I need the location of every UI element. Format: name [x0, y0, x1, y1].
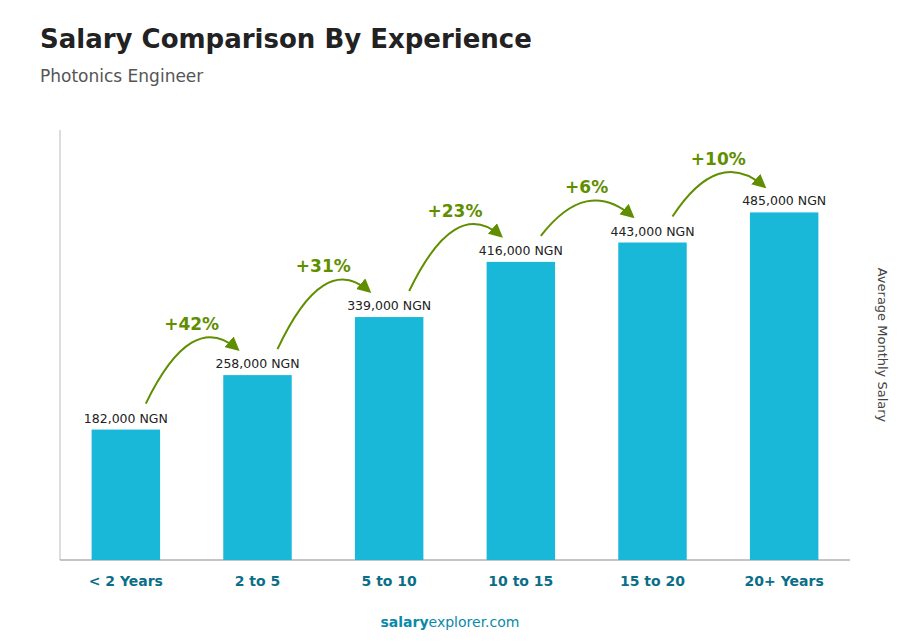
y-axis-line: [60, 130, 61, 560]
footer-part: salary: [381, 614, 429, 630]
change-arrow: [673, 172, 765, 217]
x-tick-label: 10 to 15: [488, 573, 553, 589]
subtitle: Photonics Engineer: [40, 66, 203, 86]
y-axis-label: Average Monthly Salary: [875, 268, 890, 423]
data-label: 182,000 NGN: [84, 411, 168, 426]
data-label: 416,000 NGN: [479, 243, 563, 258]
title: Salary Comparison By Experience: [40, 24, 532, 54]
data-label: 339,000 NGN: [347, 298, 431, 313]
data-label: 443,000 NGN: [610, 224, 694, 239]
bar: [355, 317, 423, 560]
x-tick-label: < 2 Years: [89, 573, 163, 589]
footer: salaryexplorer.com: [381, 614, 520, 630]
bar: [223, 375, 291, 560]
change-arrow: [146, 337, 238, 403]
change-label: +31%: [296, 256, 351, 276]
change-label: +23%: [428, 201, 483, 221]
change-arrow: [409, 224, 501, 291]
bar: [618, 243, 686, 560]
change-arrow: [278, 279, 370, 349]
x-axis-line: [60, 560, 850, 561]
change-label: +42%: [164, 314, 219, 334]
data-label: 258,000 NGN: [215, 356, 299, 371]
bars: [92, 212, 819, 560]
change-label: +10%: [691, 149, 746, 169]
footer-part: explorer.com: [429, 614, 520, 630]
x-tick-label: 5 to 10: [362, 573, 418, 589]
chart: Salary Comparison By Experience Photonics…: [0, 0, 900, 641]
change-arrow: [541, 200, 633, 235]
x-tick-label: 2 to 5: [235, 573, 281, 589]
bar: [487, 262, 555, 560]
change-label: +6%: [565, 177, 608, 197]
bar: [750, 212, 818, 560]
bar: [92, 430, 160, 560]
data-label: 485,000 NGN: [742, 193, 826, 208]
x-tick-label: 15 to 20: [620, 573, 685, 589]
x-tick-label: 20+ Years: [745, 573, 824, 589]
